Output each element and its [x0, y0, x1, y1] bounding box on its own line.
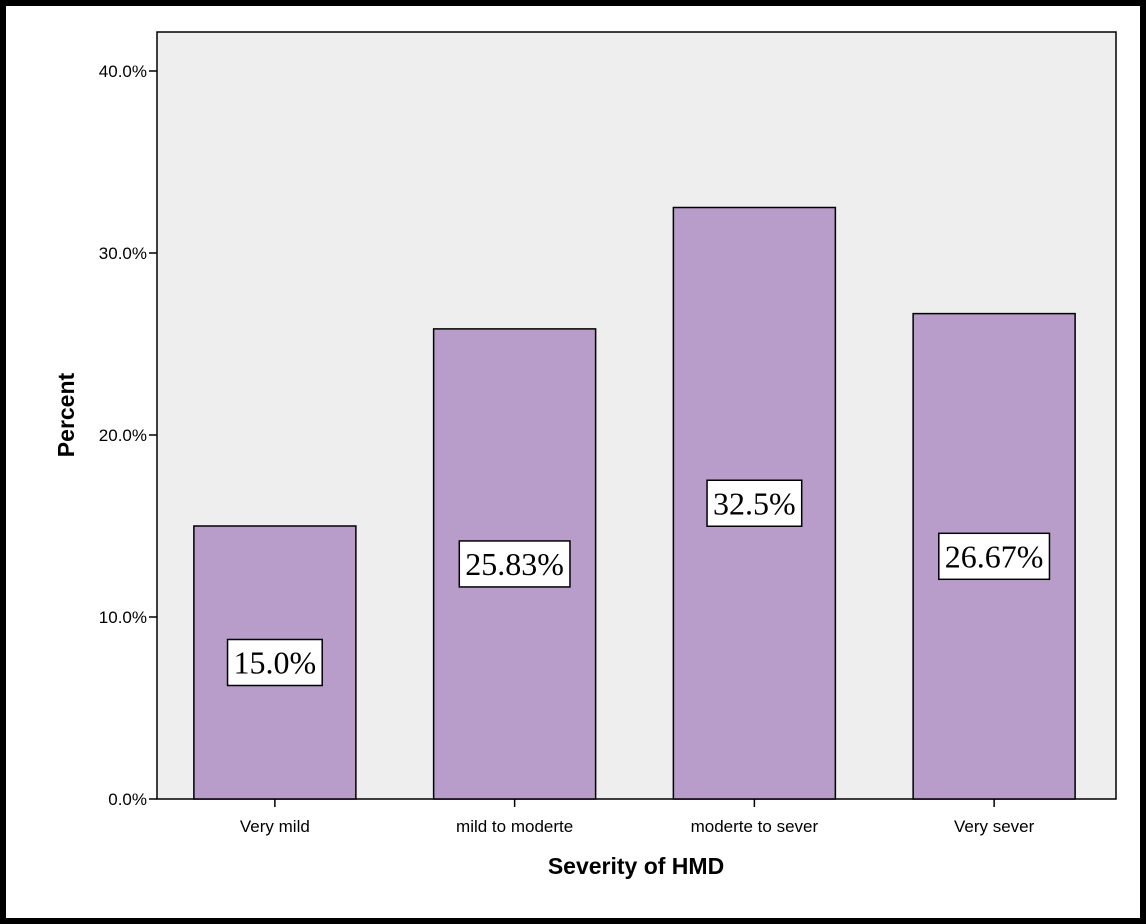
data-label: 32.5%: [713, 485, 796, 521]
data-label-box: [458, 540, 571, 588]
data-label: 25.83%: [465, 546, 564, 582]
y-axis-title: Percent: [53, 372, 79, 457]
x-tick-label: moderte to sever: [691, 817, 819, 836]
bar-chart: 0.0% 10.0% 20.0% 30.0% 40.0% Very mild mild t…: [53, 31, 1117, 879]
y-tick-label: 20.0%: [99, 426, 147, 445]
y-tick-label: 10.0%: [99, 608, 147, 627]
y-tick-label: 0.0%: [108, 790, 147, 809]
x-tick-label: Very sever: [954, 817, 1035, 836]
y-axis-ticks: 0.0% 10.0% 20.0% 30.0% 40.0%: [99, 62, 157, 809]
y-tick-label: 30.0%: [99, 244, 147, 263]
x-axis-title: Severity of HMD: [548, 853, 724, 879]
x-axis-ticks: Very mild mild to moderte moderte to sever…: [240, 799, 1035, 836]
data-label: 26.67%: [945, 538, 1044, 574]
data-label-box: [938, 532, 1051, 581]
x-tick-label: mild to moderte: [456, 817, 573, 836]
data-labels: 15.0% 25.83% 32.5% 26.67%: [226, 479, 1051, 687]
x-tick-label: Very mild: [240, 817, 310, 836]
data-label-box: [226, 638, 323, 687]
data-label: 15.0%: [234, 645, 317, 681]
data-label-box: [706, 479, 803, 527]
y-tick-label: 40.0%: [99, 62, 147, 81]
